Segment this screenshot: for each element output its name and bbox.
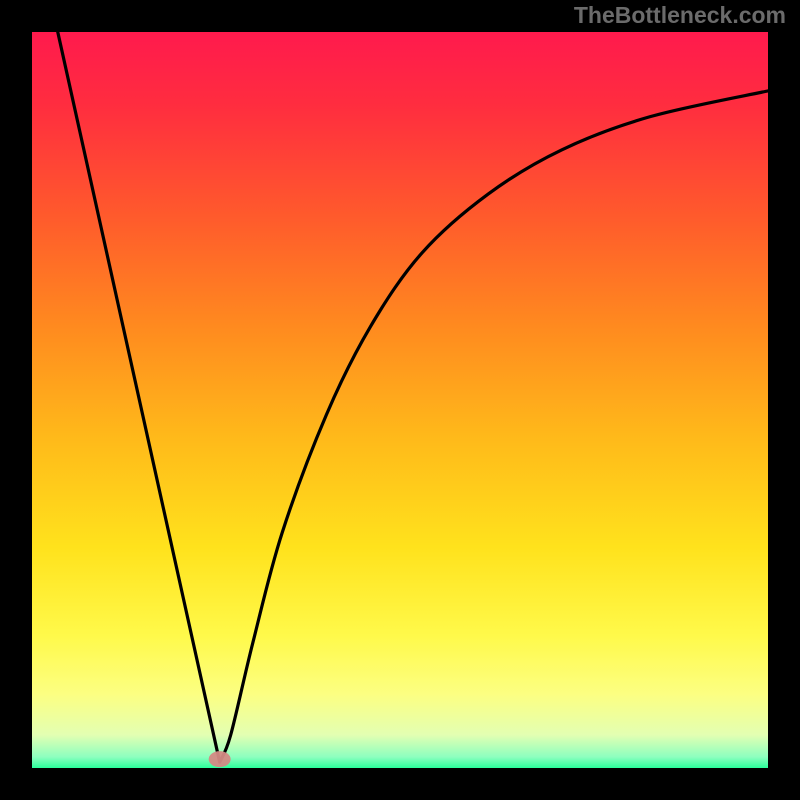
gradient-background xyxy=(32,32,768,768)
plot-area xyxy=(32,32,768,768)
watermark-text: TheBottleneck.com xyxy=(574,2,786,29)
chart-svg xyxy=(32,32,768,768)
minimum-marker xyxy=(209,751,231,767)
